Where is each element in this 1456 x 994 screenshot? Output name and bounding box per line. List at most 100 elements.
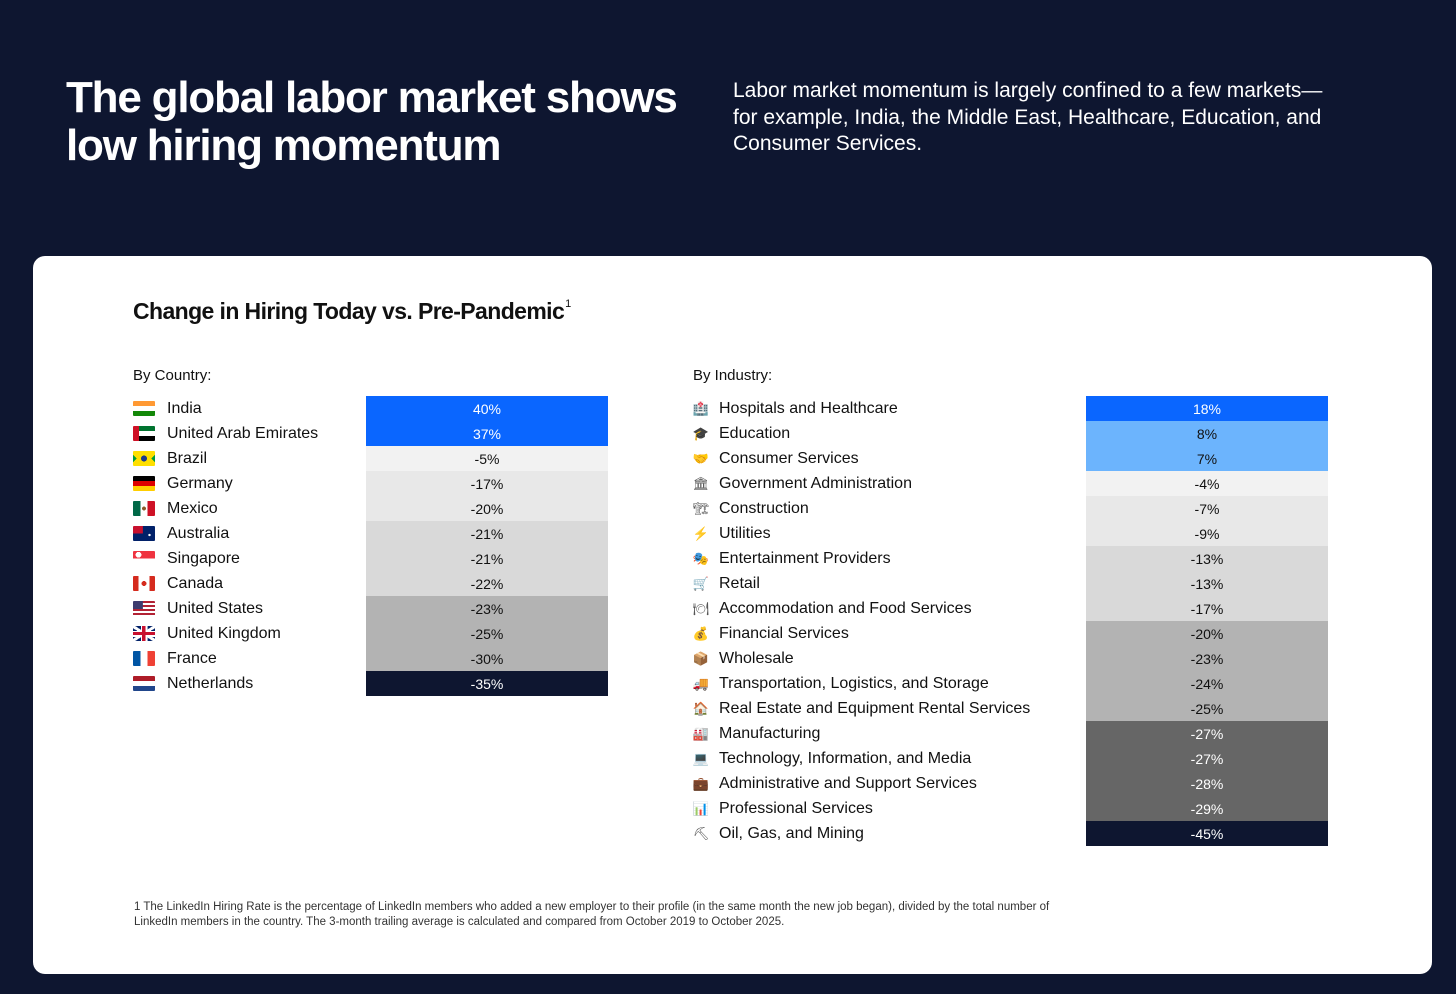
factory-icon: 🏭 — [692, 725, 710, 741]
chart-title: Change in Hiring Today vs. Pre-Pandemic1 — [133, 298, 571, 324]
country-label: Netherlands — [167, 674, 254, 692]
country-row-united-kingdom: United Kingdom — [133, 621, 281, 646]
country-value-cell: -21% — [366, 546, 608, 571]
industry-label: Technology, Information, and Media — [719, 749, 972, 767]
flag-netherlands-icon — [133, 676, 155, 691]
industry-row-technology-information-and-media: 💻 Technology, Information, and Media — [693, 746, 971, 771]
industry-value-cell: -13% — [1086, 546, 1328, 571]
handshake-icon: 🤝 — [692, 450, 710, 466]
industry-row-accommodation-and-food-services: 🍽 Accommodation and Food Services — [693, 596, 972, 621]
flag-uae-icon — [133, 426, 155, 441]
industry-row-government-administration: 🏛 Government Administration — [693, 471, 912, 496]
industry-label: Transportation, Logistics, and Storage — [719, 674, 989, 692]
briefcase-icon: 💼 — [692, 775, 710, 791]
country-label: Mexico — [167, 499, 218, 517]
country-label: Canada — [167, 574, 224, 592]
country-value-cell: -35% — [366, 671, 608, 696]
country-row-france: France — [133, 646, 217, 671]
country-label: United States — [167, 599, 264, 617]
flag-uk-icon — [133, 626, 155, 641]
country-label: Germany — [167, 474, 233, 492]
industry-value-cell: -23% — [1086, 646, 1328, 671]
country-row-germany: Germany — [133, 471, 233, 496]
footnote: 1 The LinkedIn Hiring Rate is the percen… — [134, 901, 1050, 928]
country-value-cell: -22% — [366, 571, 608, 596]
industry-row-real-estate-and-equipment-rental-services: 🏠 Real Estate and Equipment Rental Servic… — [693, 696, 1030, 721]
industry-value-cell: -7% — [1086, 496, 1328, 521]
country-value-cell: -30% — [366, 646, 608, 671]
page-headline: The global labor market shows low hiring… — [66, 73, 678, 170]
industry-row-transportation-logistics-and-storage: 🚚 Transportation, Logistics, and Storage — [693, 671, 989, 696]
country-value-cell: -5% — [366, 446, 608, 471]
country-value-cell: -25% — [366, 621, 608, 646]
theater-masks-icon: 🎭 — [692, 550, 710, 566]
country-row-netherlands: Netherlands — [133, 671, 253, 696]
industry-value-cell: 18% — [1086, 396, 1328, 421]
hospital-icon: 🏥 — [692, 400, 710, 416]
industry-label: Financial Services — [719, 624, 849, 642]
graduation-cap-icon: 🎓 — [692, 425, 710, 441]
industry-label: Government Administration — [719, 474, 912, 492]
industry-row-oil-gas-and-mining: ⛏ Oil, Gas, and Mining — [693, 821, 864, 846]
country-row-brazil: Brazil — [133, 446, 207, 471]
industry-row-wholesale: 📦 Wholesale — [693, 646, 794, 671]
industry-row-administrative-and-support-services: 💼 Administrative and Support Services — [693, 771, 977, 796]
country-label: India — [167, 399, 202, 417]
government-building-icon: 🏛 — [692, 475, 710, 491]
industry-row-consumer-services: 🤝 Consumer Services — [693, 446, 859, 471]
industry-value-cell: -29% — [1086, 796, 1328, 821]
flag-australia-icon — [133, 526, 155, 541]
industry-label: Hospitals and Healthcare — [719, 399, 898, 417]
industry-label: Manufacturing — [719, 724, 821, 742]
country-section-label: By Country: — [133, 367, 212, 384]
country-label: Australia — [167, 524, 230, 542]
industry-row-financial-services: 💰 Financial Services — [693, 621, 849, 646]
industry-row-retail: 🛒 Retail — [693, 571, 760, 596]
industry-row-manufacturing: 🏭 Manufacturing — [693, 721, 820, 746]
industry-value-cell: -9% — [1086, 521, 1328, 546]
industry-row-construction: 🏗 Construction — [693, 496, 809, 521]
country-row-australia: Australia — [133, 521, 229, 546]
industry-value-cell: -45% — [1086, 821, 1328, 846]
page-subheadline: Labor market momentum is largely confine… — [733, 79, 1323, 155]
flag-us-icon — [133, 601, 155, 616]
country-value-cell: -21% — [366, 521, 608, 546]
industry-value-cell: -4% — [1086, 471, 1328, 496]
industry-row-hospitals-and-healthcare: 🏥 Hospitals and Healthcare — [693, 396, 898, 421]
package-icon: 📦 — [692, 650, 710, 666]
flag-germany-icon — [133, 476, 155, 491]
country-value-cell: 40% — [366, 396, 608, 421]
country-value-cell: -17% — [366, 471, 608, 496]
industry-label: Utilities — [719, 524, 771, 542]
lightning-icon: ⚡ — [692, 525, 710, 541]
country-row-united-states: United States — [133, 596, 263, 621]
country-value-cell: -20% — [366, 496, 608, 521]
money-bag-icon: 💰 — [692, 625, 710, 641]
laptop-icon: 💻 — [692, 750, 710, 766]
country-label: United Arab Emirates — [167, 424, 319, 442]
flag-mexico-icon — [133, 501, 155, 516]
country-row-canada: Canada — [133, 571, 223, 596]
industry-label: Education — [719, 424, 791, 442]
industry-label: Professional Services — [719, 799, 873, 817]
pickaxe-icon: ⛏ — [692, 825, 710, 841]
country-label: Singapore — [167, 549, 240, 567]
industry-value-cell: 8% — [1086, 421, 1328, 446]
industry-row-entertainment-providers: 🎭 Entertainment Providers — [693, 546, 891, 571]
flag-france-icon — [133, 651, 155, 666]
crane-icon: 🏗 — [692, 500, 710, 516]
industry-value-cell: -27% — [1086, 721, 1328, 746]
plate-icon: 🍽 — [692, 600, 710, 616]
country-label: United Kingdom — [167, 624, 281, 642]
flag-canada-icon — [133, 576, 155, 591]
country-row-mexico: Mexico — [133, 496, 218, 521]
industry-row-professional-services: 📊 Professional Services — [693, 796, 873, 821]
country-row-singapore: Singapore — [133, 546, 240, 571]
industry-value-cell: -17% — [1086, 596, 1328, 621]
industry-label: Construction — [719, 499, 809, 517]
industry-value-cell: -25% — [1086, 696, 1328, 721]
bar-chart-icon: 📊 — [692, 800, 710, 816]
flag-singapore-icon — [133, 551, 155, 566]
country-row-india: India — [133, 396, 202, 421]
chart-card: Change in Hiring Today vs. Pre-Pandemic1… — [33, 256, 1432, 974]
